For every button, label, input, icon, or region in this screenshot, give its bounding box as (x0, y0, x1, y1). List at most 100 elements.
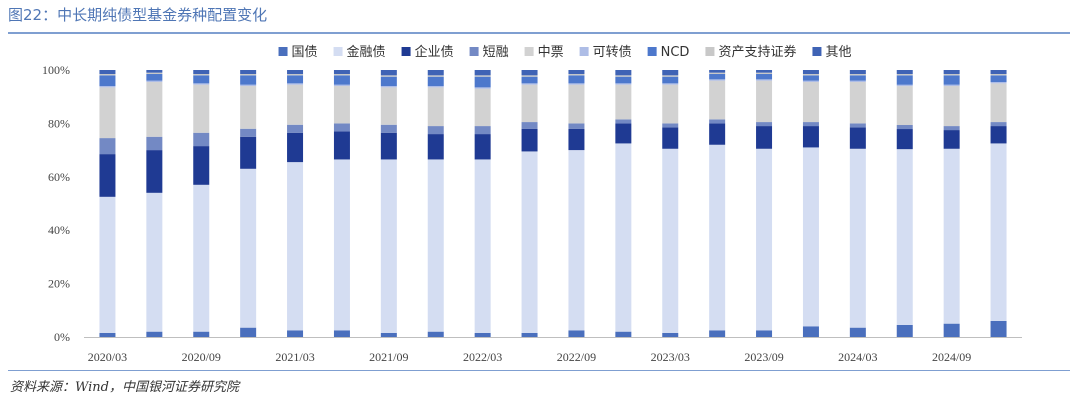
bar-segment (333, 70, 350, 75)
bar-segment (427, 126, 444, 135)
bar-segment (333, 84, 350, 87)
bar-segment (99, 196, 116, 333)
bar-segment (240, 327, 257, 337)
bar-segment (802, 82, 819, 123)
bar-segment (146, 70, 163, 73)
bar-segment (240, 84, 257, 87)
bar-stack-2021-12 (427, 70, 444, 337)
bar-segment (380, 132, 397, 160)
bar-segment (990, 126, 1007, 144)
bar-segment (240, 74, 257, 76)
bar-segment (427, 134, 444, 160)
bar-segment (849, 123, 866, 128)
bar-stack-2023-09 (756, 70, 773, 337)
bar-segment (756, 122, 773, 127)
bar-stack-2022-03 (474, 70, 491, 337)
bar-segment (756, 79, 773, 81)
bar-segment (615, 143, 632, 332)
legend-swatch (333, 47, 343, 56)
bar-segment (99, 332, 116, 337)
bar-stack-2022-06 (521, 70, 538, 337)
bar-segment (943, 70, 960, 75)
bar-segment (943, 130, 960, 149)
y-tick-label: 20% (48, 277, 70, 291)
bar-segment (990, 83, 1007, 123)
bar-segment (427, 76, 444, 87)
x-tick-label: 2024/03 (838, 350, 877, 364)
bar-segment (896, 149, 913, 325)
bar-segment (521, 84, 538, 123)
bar-segment (240, 70, 257, 75)
x-tick-label: 2022/09 (557, 350, 596, 364)
bar-segment (146, 82, 163, 137)
bar-segment (615, 76, 632, 84)
bar-segment (662, 76, 679, 84)
bar-segment (99, 75, 116, 87)
x-axis: 2020/03 2020/09 2021/03 2021/09 2022/03 2022/… (84, 337, 1022, 364)
bar-stack-2024-12 (990, 70, 1007, 337)
bar-segment (943, 86, 960, 127)
y-tick-label: 0% (54, 330, 70, 344)
bar-stack-2023-12 (802, 70, 819, 337)
bar-segment (146, 150, 163, 193)
bar-segment (474, 134, 491, 160)
bar-segment (990, 70, 1007, 75)
bar-segment (240, 86, 257, 129)
bar-segment (990, 143, 1007, 321)
bar-stack-2021-03 (287, 70, 304, 337)
legend-swatch (647, 47, 657, 56)
bar-segment (896, 86, 913, 126)
bar-segment (99, 86, 116, 88)
bar-stack-2024-09 (943, 70, 960, 337)
x-tick-label: 2024/09 (932, 350, 971, 364)
source-note: 资料来源：Wind，中国银河证券研究院 (10, 380, 239, 395)
bar-segment (287, 132, 304, 163)
bar-segment (521, 128, 538, 152)
x-tick-label: 2021/09 (369, 350, 408, 364)
x-tick-label: 2020/09 (182, 350, 221, 364)
bar-segment (849, 80, 866, 83)
title-rule (8, 32, 1070, 34)
legend-label: 短融 (483, 45, 509, 60)
bar-segment (896, 70, 913, 75)
bar-segment (146, 331, 163, 337)
bar-segment (943, 75, 960, 85)
bar-segment (756, 80, 773, 123)
bar-segment (802, 75, 819, 81)
bar-stack-2020-03 (99, 70, 116, 337)
bar-segment (709, 119, 726, 124)
bar-segment (287, 162, 304, 331)
legend-label: 中票 (538, 45, 564, 60)
bar-segment (849, 82, 866, 124)
bar-segment (240, 136, 257, 169)
stacked-bar-chart: 国债 金融债 企业债 短融 中票 可转债 NCD 资产支持证券 其他 0% 20% 40% 60% 80… (42, 44, 1022, 364)
bar-segment (990, 122, 1007, 127)
bar-segment (99, 138, 116, 155)
legend-label: 金融债 (347, 44, 386, 60)
bar-stack-2020-12 (240, 70, 257, 337)
legend-label: 可转债 (593, 45, 632, 60)
bar-segment (662, 127, 679, 149)
bar-segment (333, 86, 350, 124)
bar-segment (99, 70, 116, 75)
bar-segment (521, 332, 538, 337)
legend-swatch (278, 47, 288, 56)
bar-segment (287, 75, 304, 84)
bar-segment (943, 74, 960, 76)
bar-segment (849, 127, 866, 149)
legend-swatch (524, 47, 534, 56)
bar-segment (380, 87, 397, 125)
bar-segment (427, 75, 444, 77)
bar-segment (333, 159, 350, 331)
bar-segment (287, 84, 304, 125)
bar-stack-2024-06 (896, 70, 913, 337)
bar-segment (521, 76, 538, 84)
bar-segment (193, 70, 210, 75)
bar-segment (802, 70, 819, 75)
bar-segment (849, 75, 866, 81)
legend-label: 资产支持证券 (718, 44, 796, 60)
bar-segment (568, 74, 585, 76)
bar-stack-2021-06 (333, 70, 350, 337)
bar-stack-2022-12 (615, 70, 632, 337)
bar-segment (240, 168, 257, 328)
